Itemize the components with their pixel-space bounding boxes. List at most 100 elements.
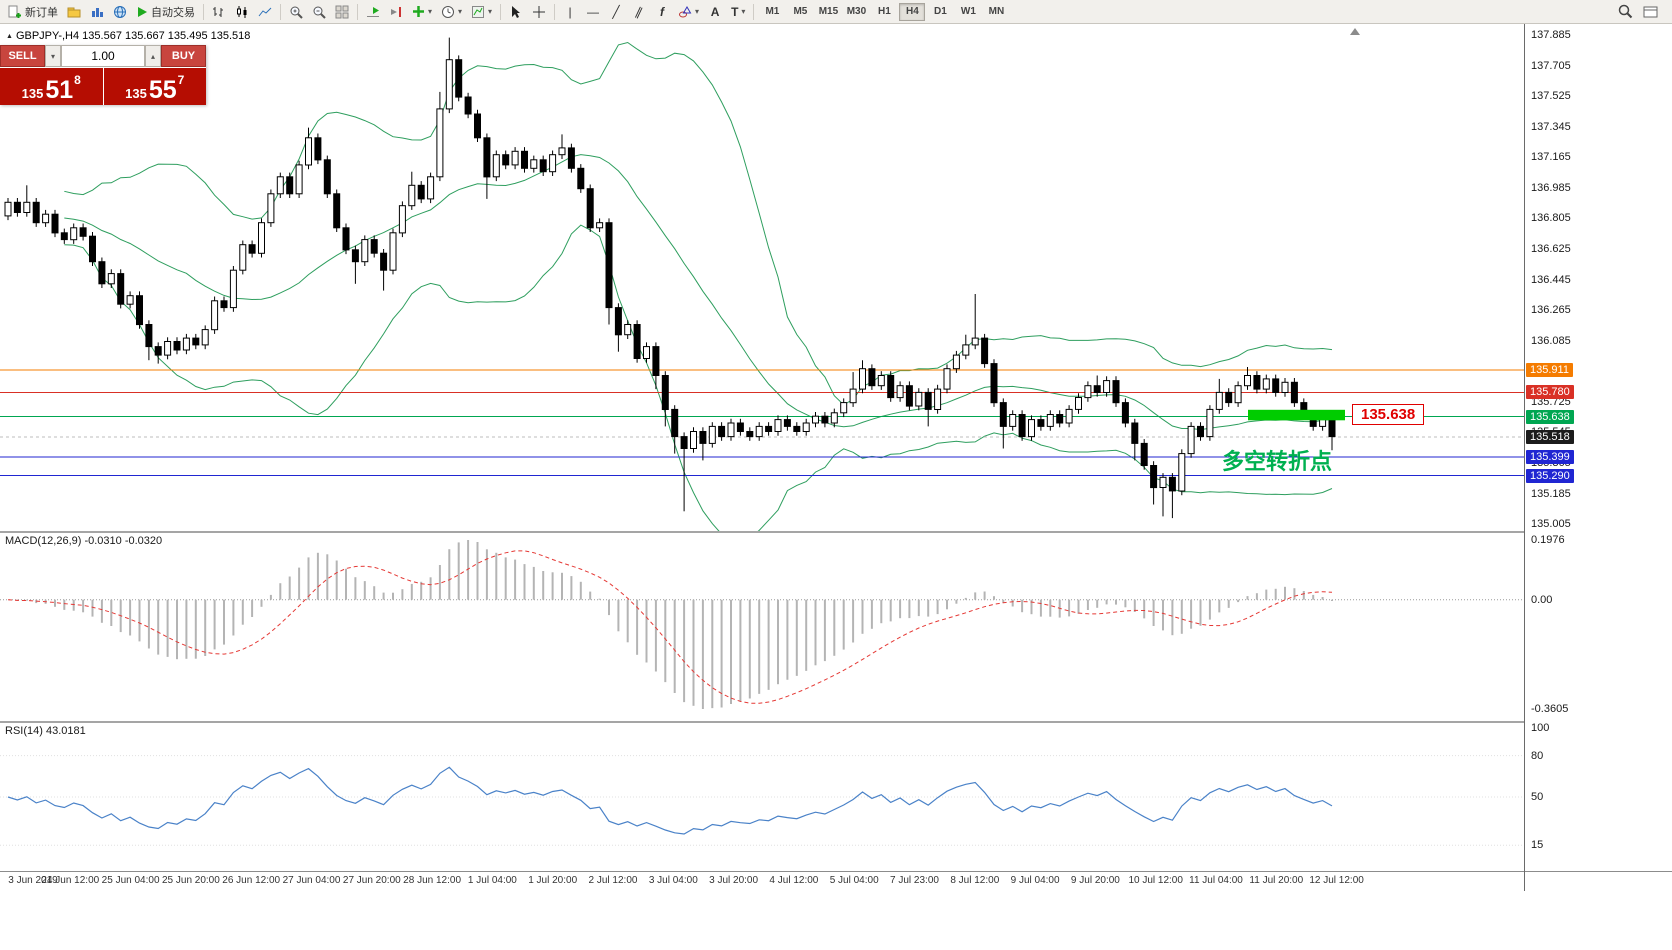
symbol-direction-icon: ▲ xyxy=(6,32,13,40)
search-button[interactable] xyxy=(1614,2,1637,22)
sell-price-point: 8 xyxy=(74,73,81,87)
timeframe-h4-button[interactable]: H4 xyxy=(899,2,926,21)
chevron-up-icon: ▴ xyxy=(150,51,155,61)
price-line-tag: 135.638 xyxy=(1526,409,1574,424)
time-axis-label: 5 Jul 04:00 xyxy=(829,875,879,886)
price-axis-label: 137.165 xyxy=(1531,151,1571,164)
panel-resize-handle[interactable] xyxy=(0,531,1672,533)
volume-decrease-button[interactable]: ▾ xyxy=(45,45,61,67)
vertical-line-button[interactable]: | xyxy=(559,2,581,22)
price-axis[interactable]: 137.885 137.705 137.525 137.345 137.165 136.9… xyxy=(1525,24,1672,871)
time-axis-label: 28 Jun 12:00 xyxy=(403,875,462,886)
new-order-button[interactable]: 新订单 xyxy=(4,2,62,22)
timeframe-d1-button[interactable]: D1 xyxy=(934,6,947,17)
zoom-in-button[interactable] xyxy=(285,2,307,22)
panels-button[interactable] xyxy=(1639,2,1662,22)
timeframe-mn-button[interactable]: MN xyxy=(988,6,1005,17)
cursor-button[interactable] xyxy=(505,2,527,22)
autotrading-button[interactable]: 自动交易 xyxy=(132,2,199,22)
chart-note-text: 多空转折点 xyxy=(1222,449,1333,474)
indicators-button[interactable]: ▾ xyxy=(408,2,436,22)
candlestick-chart-button[interactable] xyxy=(231,2,253,22)
main-price-chart[interactable] xyxy=(0,24,1524,531)
time-axis-label: 4 Jul 12:00 xyxy=(769,875,819,886)
label-tool-button[interactable]: T ▾ xyxy=(727,2,749,22)
time-axis[interactable]: 3 Jun 2019 24 Jun 12:00 25 Jun 04:00 25 Jun… xyxy=(0,872,1524,891)
market-watch-button[interactable] xyxy=(86,2,108,22)
buy-price-base: 135 xyxy=(125,86,147,101)
time-axis-label: 25 Jun 04:00 xyxy=(101,875,160,886)
price-line-tag: 135.399 xyxy=(1526,450,1574,465)
price-axis-label: 136.985 xyxy=(1531,181,1571,194)
rsi-axis-label: 80 xyxy=(1531,749,1544,762)
time-axis-label: 26 Jun 12:00 xyxy=(222,875,281,886)
community-button[interactable] xyxy=(109,2,131,22)
toolbar-separator xyxy=(554,3,556,20)
crosshair-button[interactable] xyxy=(528,2,550,22)
price-level-callout: 135.638 xyxy=(1352,404,1425,425)
time-axis-label: 1 Jul 20:00 xyxy=(528,875,578,886)
timeframe-m1-button[interactable]: M1 xyxy=(765,6,780,17)
toolbar-right-group xyxy=(1614,2,1668,22)
auto-scroll-icon xyxy=(366,5,380,19)
time-axis-label: 24 Jun 12:00 xyxy=(41,875,100,886)
timeframe-w1-button[interactable]: W1 xyxy=(960,6,976,17)
price-axis-label: 136.265 xyxy=(1531,304,1571,317)
sell-button[interactable]: SELL xyxy=(0,45,45,67)
price-axis-label: 135.185 xyxy=(1531,487,1571,500)
templates-button[interactable]: ▾ xyxy=(467,2,496,22)
price-line-tag: 135.518 xyxy=(1526,429,1574,444)
text-tool-icon: A xyxy=(710,4,720,19)
timeframe-m30-button[interactable]: M30 xyxy=(846,6,867,17)
play-icon xyxy=(136,6,148,18)
time-axis-label: 9 Jul 04:00 xyxy=(1010,875,1060,886)
shapes-icon xyxy=(678,5,692,19)
channel-button[interactable]: ∥ xyxy=(628,2,650,22)
buy-price[interactable]: 135 55 7 xyxy=(103,68,206,105)
trendline-icon: ╱ xyxy=(612,4,620,19)
volume-input[interactable] xyxy=(61,45,145,67)
crosshair-icon xyxy=(532,5,546,19)
line-chart-button[interactable] xyxy=(254,2,276,22)
panel-resize-handle[interactable] xyxy=(0,721,1672,723)
buy-price-pips: 55 xyxy=(148,75,177,104)
macd-indicator-panel[interactable] xyxy=(0,533,1524,721)
shapes-button[interactable]: ▾ xyxy=(674,2,703,22)
clock-icon xyxy=(441,5,455,19)
rsi-indicator-panel[interactable] xyxy=(0,723,1524,871)
toolbar-separator xyxy=(753,3,755,20)
tile-windows-button[interactable] xyxy=(331,2,353,22)
buy-button[interactable]: BUY xyxy=(161,45,206,67)
fibonacci-button[interactable]: f xyxy=(651,2,673,22)
chevron-down-icon: ▾ xyxy=(695,7,700,16)
volume-increase-button[interactable]: ▴ xyxy=(145,45,161,67)
fibonacci-icon: f xyxy=(660,4,665,19)
chart-ohlc-header: ▲ GBPJPY-,H4 135.567 135.667 135.495 135… xyxy=(6,30,250,42)
periods-button[interactable]: ▾ xyxy=(437,2,466,22)
horizontal-line-icon: — xyxy=(587,4,600,19)
auto-scroll-button[interactable] xyxy=(362,2,384,22)
profiles-button[interactable] xyxy=(63,2,85,22)
ohlc-text: GBPJPY-,H4 135.567 135.667 135.495 135.5… xyxy=(15,30,251,42)
timeframe-h1-button[interactable]: H1 xyxy=(878,6,891,17)
trendline-button[interactable]: ╱ xyxy=(605,2,627,22)
timeframe-m5-button[interactable]: M5 xyxy=(793,6,808,17)
sell-price[interactable]: 135 51 8 xyxy=(0,68,103,105)
time-axis-label: 3 Jun 2019 xyxy=(8,875,58,886)
timeframe-m15-button[interactable]: M15 xyxy=(818,6,839,17)
price-axis-label: 137.885 xyxy=(1531,29,1571,41)
zoom-out-button[interactable] xyxy=(308,2,330,22)
sell-price-base: 135 xyxy=(21,86,44,101)
price-line-tag: 135.911 xyxy=(1526,363,1573,378)
chevron-down-icon: ▾ xyxy=(458,7,463,16)
time-axis-label: 12 Jul 12:00 xyxy=(1309,875,1364,886)
time-axis-label: 11 Jul 20:00 xyxy=(1249,875,1304,886)
price-axis-border xyxy=(1524,24,1525,891)
price-axis-label: 136.445 xyxy=(1531,273,1571,286)
bar-chart-button[interactable] xyxy=(208,2,230,22)
chart-shift-button[interactable] xyxy=(385,2,407,22)
text-tool-button[interactable]: A xyxy=(704,2,726,22)
time-axis-label: 2 Jul 12:00 xyxy=(588,875,638,886)
horizontal-line-button[interactable]: — xyxy=(582,2,604,22)
